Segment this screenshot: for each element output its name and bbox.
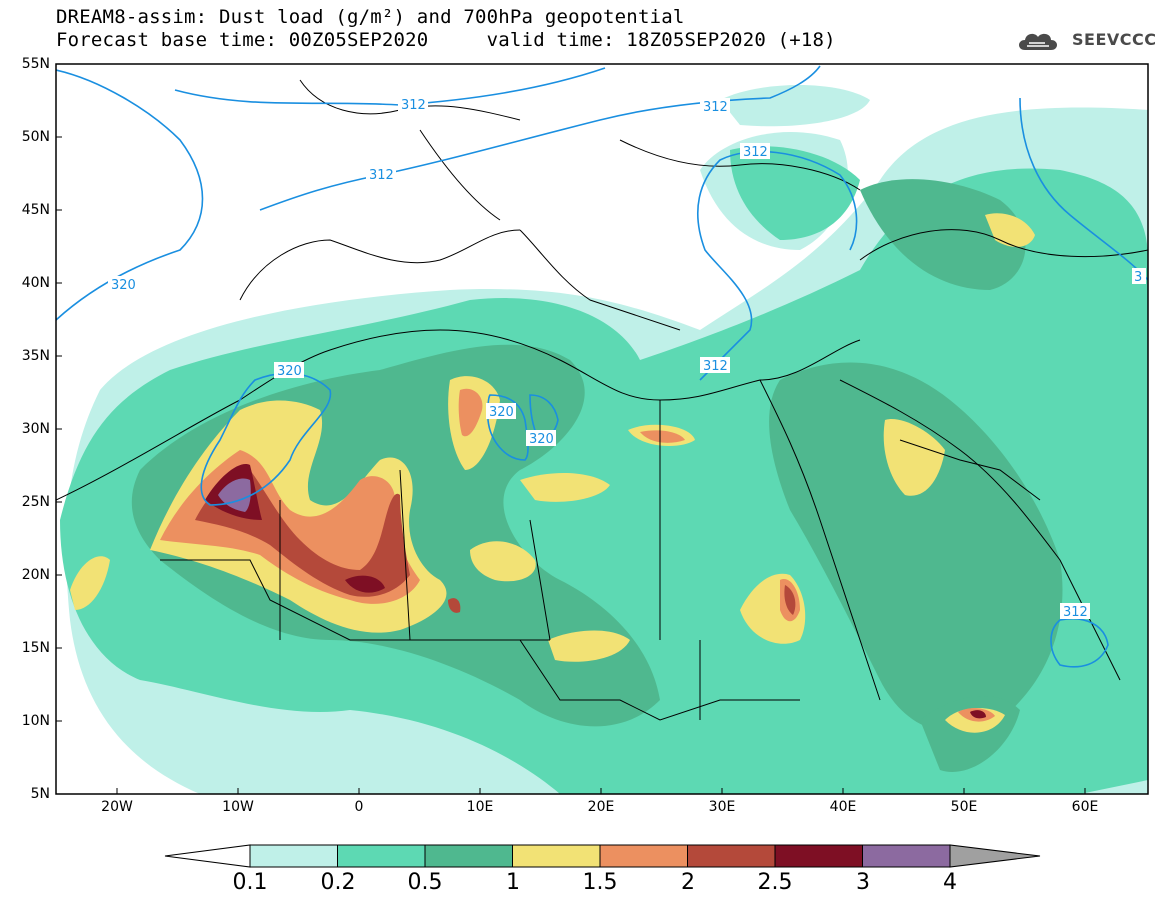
contour-label: 3	[1134, 270, 1142, 285]
contour-label: 312	[401, 98, 426, 113]
colorbar-label: 4	[943, 870, 957, 895]
forecast-times: Forecast base time: 00Z05SEP2020 valid t…	[56, 29, 836, 51]
contour-label: 312	[703, 100, 728, 115]
colorbar-label: 0.5	[407, 870, 443, 895]
lon-label: 60E	[1071, 799, 1099, 815]
lat-label: 20N	[21, 567, 50, 583]
logo-text: SEEVCCC	[1072, 30, 1157, 49]
cloud-icon	[1019, 33, 1057, 50]
lat-label: 40N	[21, 275, 50, 291]
contour-label: 312	[743, 145, 768, 160]
lon-label: 30E	[708, 799, 736, 815]
colorbar-label: 3	[856, 870, 870, 895]
lat-label: 10N	[21, 713, 50, 729]
lat-label: 50N	[21, 129, 50, 145]
lat-label: 15N	[21, 640, 50, 656]
colorbar-label: 0.2	[320, 870, 356, 895]
colorbar-label: 2	[681, 870, 695, 895]
lat-label: 5N	[30, 786, 50, 802]
lon-label: 10W	[222, 799, 254, 815]
contour-label: 320	[111, 278, 136, 293]
colorbar-label: 1.5	[582, 870, 618, 895]
contour-label: 320	[489, 405, 514, 420]
colorbar-label: 2.5	[757, 870, 793, 895]
contour-label: 320	[277, 364, 302, 379]
axis-ticks	[56, 63, 1086, 794]
contour-label: 312	[369, 168, 394, 183]
lon-label: 50E	[950, 799, 978, 815]
chart-title: DREAM8-assim: Dust load (g/m²) and 700hP…	[56, 6, 685, 28]
contour-label: 312	[703, 359, 728, 374]
lat-label: 25N	[21, 494, 50, 510]
lon-label: 20E	[587, 799, 615, 815]
contour-label: 320	[529, 432, 554, 447]
lon-label: 20W	[101, 799, 133, 815]
contour-label: 312	[1063, 605, 1088, 620]
lon-label: 40E	[829, 799, 857, 815]
geopotential-contours	[56, 65, 1148, 668]
colorbar-label: 0.1	[232, 870, 268, 895]
lat-label: 45N	[21, 202, 50, 218]
lon-label: 0	[354, 799, 364, 815]
lat-label: 35N	[21, 348, 50, 364]
lat-label: 55N	[21, 56, 50, 72]
lon-label: 10E	[466, 799, 494, 815]
colorbar-label: 1	[506, 870, 520, 895]
lat-label: 30N	[21, 421, 50, 437]
